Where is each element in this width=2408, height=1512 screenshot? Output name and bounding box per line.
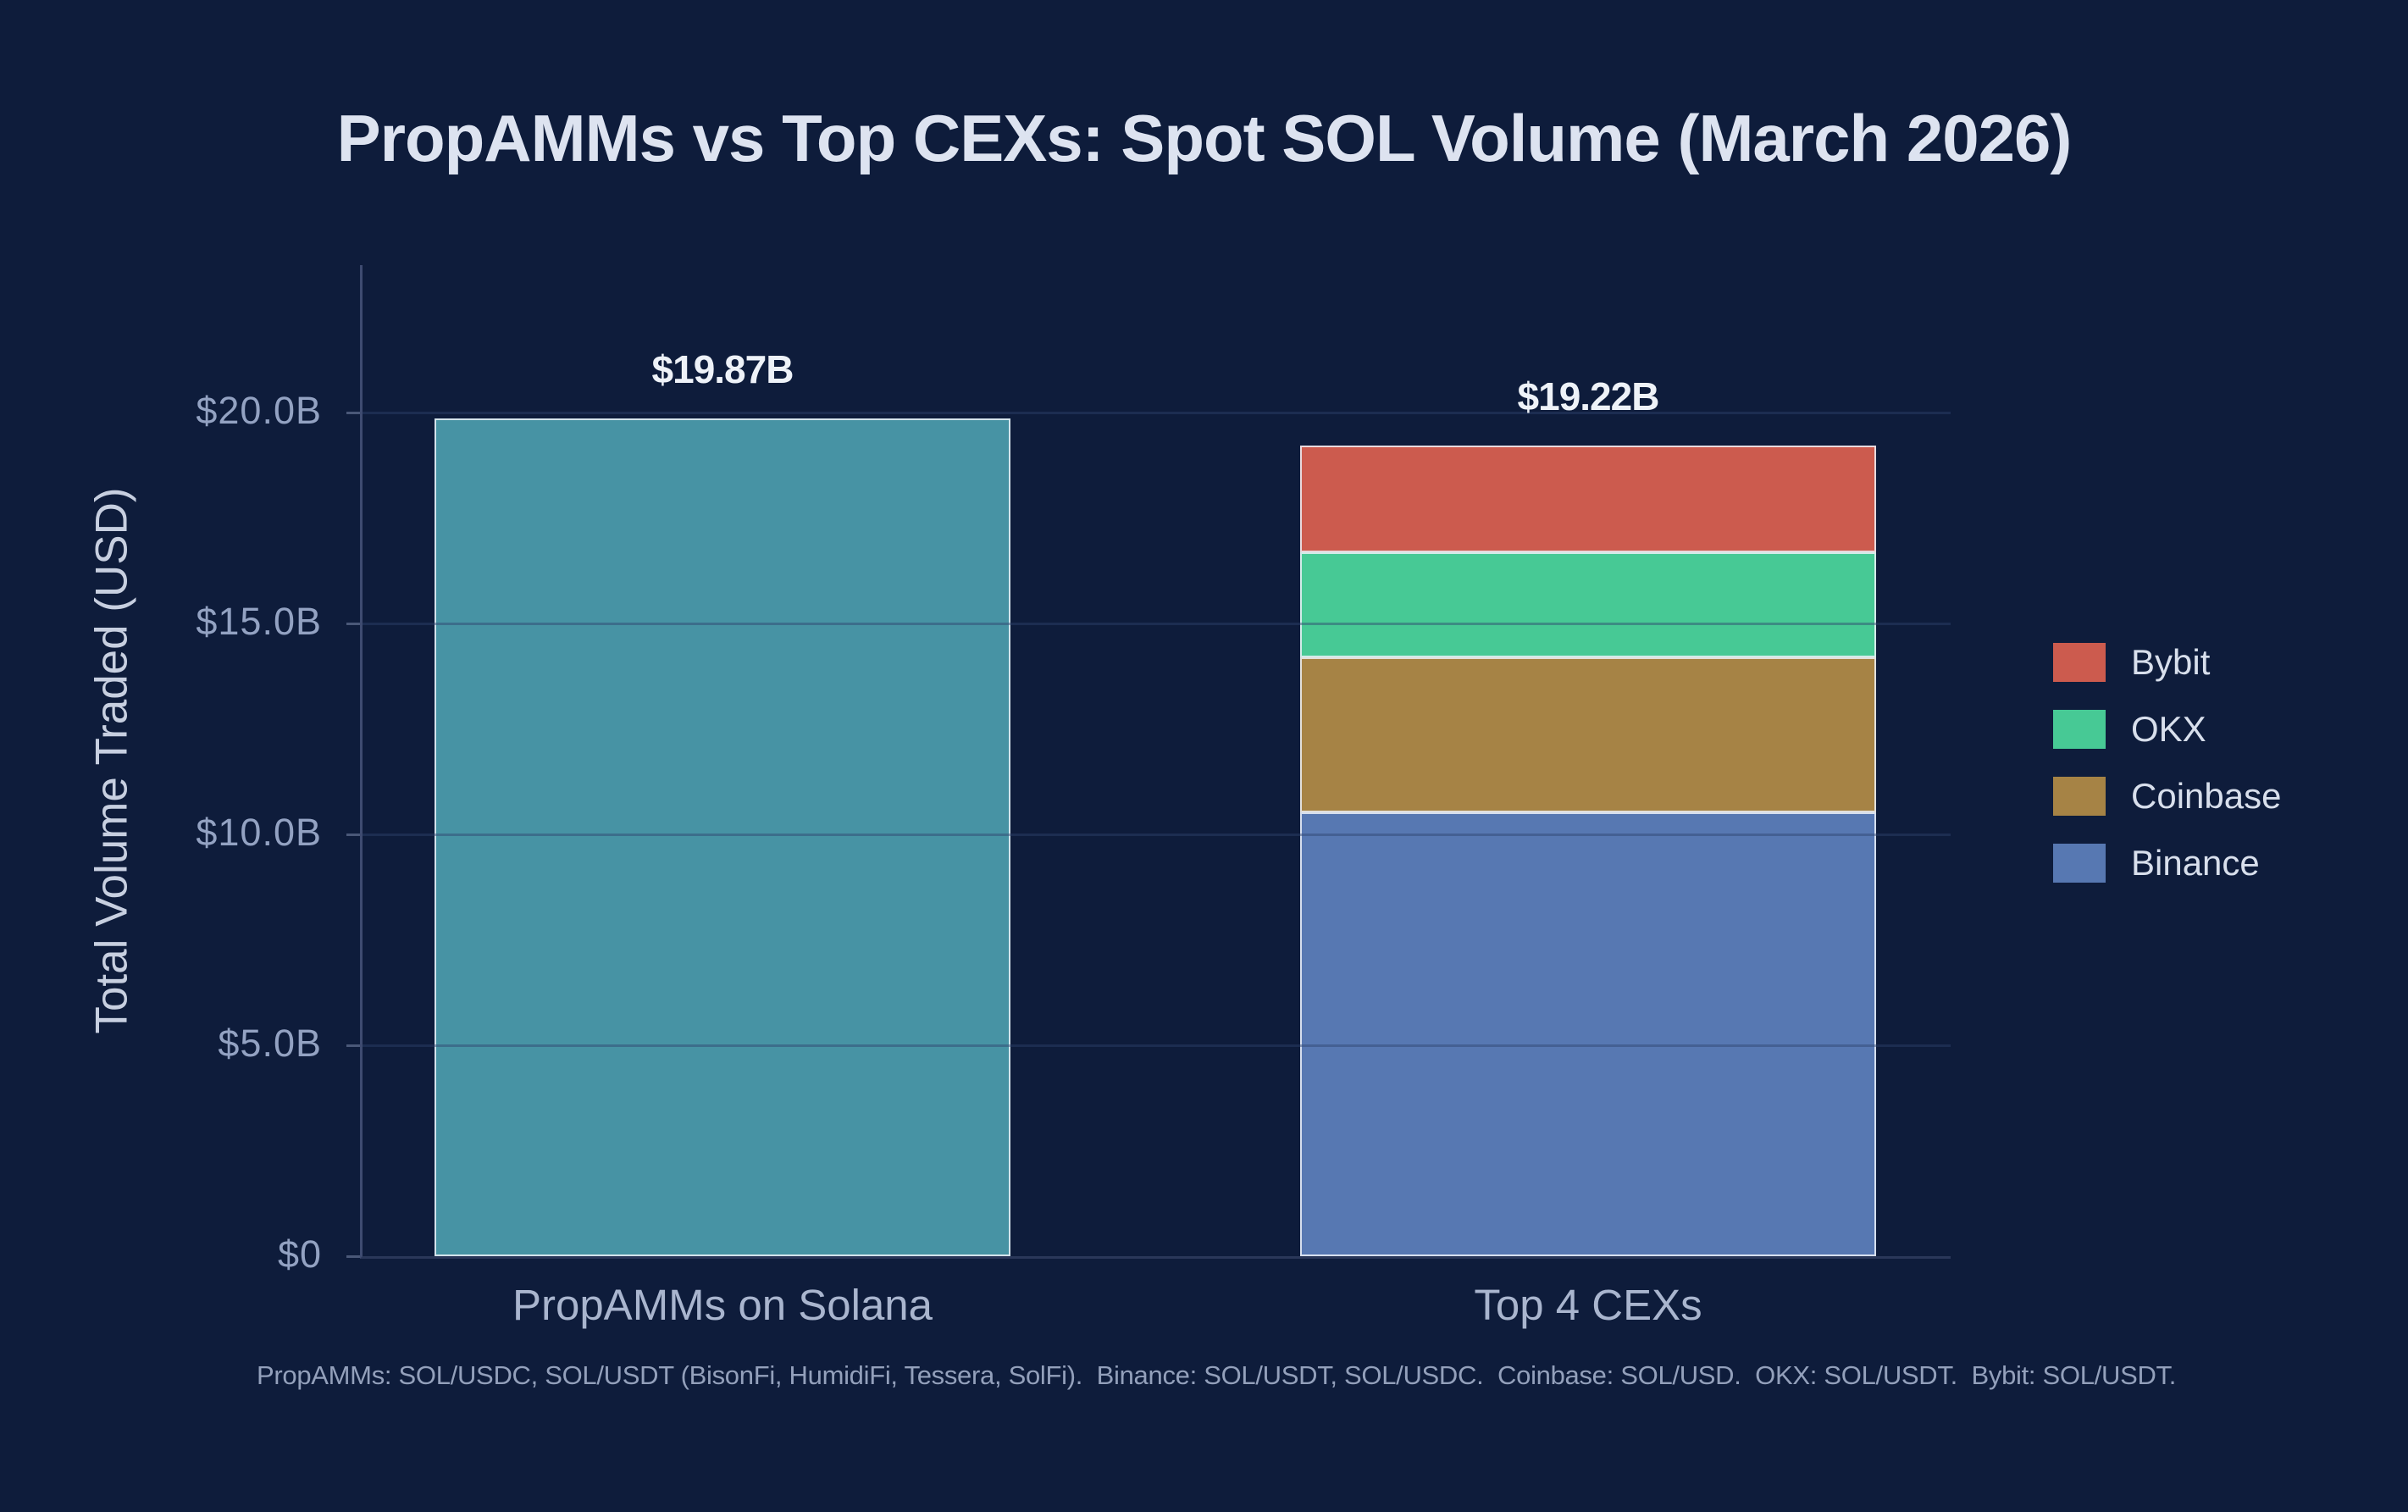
legend-swatch-icon	[2053, 844, 2106, 883]
chart-title: PropAMMs vs Top CEXs: Spot SOL Volume (M…	[336, 101, 2073, 175]
gridline	[363, 1044, 1951, 1047]
legend-swatch-icon	[2053, 643, 2106, 682]
y-tick-mark	[346, 833, 360, 836]
legend-label: Coinbase	[2131, 776, 2282, 816]
y-tick-mark	[346, 411, 360, 414]
x-category-label: Top 4 CEXs	[1474, 1281, 1702, 1329]
gridline	[363, 833, 1951, 836]
gridline	[363, 622, 1951, 625]
legend-label: OKX	[2131, 709, 2206, 749]
bar-segment-binance[interactable]	[1300, 812, 1876, 1256]
bars-layer	[363, 265, 1951, 1256]
y-axis-title: Total Volume Traded (USD)	[86, 487, 137, 1034]
bar-total-label: $19.22B	[1517, 374, 1660, 419]
y-tick-mark	[346, 1254, 360, 1258]
labels-layer: $20.0B $15.0B $10.0B $5.0B $0 $19.87B PropAMMs…	[196, 265, 1951, 1329]
y-tick-label: $0	[277, 1232, 322, 1276]
y-tick-label: $20.0B	[196, 389, 322, 433]
gridline	[363, 411, 1951, 414]
bar-segment-okx[interactable]	[1300, 552, 1876, 657]
y-tick-label: $5.0B	[218, 1022, 322, 1066]
bar-segment-bybit[interactable]	[1300, 446, 1876, 553]
bar-segment-propamms[interactable]	[435, 418, 1010, 1256]
plot-area: $20.0B $15.0B $10.0B $5.0B $0 $19.87B PropAMMs…	[196, 265, 1951, 1329]
y-tick-mark	[346, 622, 360, 625]
bar-segment-coinbase[interactable]	[1300, 656, 1876, 813]
bar-stack-propamms	[435, 265, 1010, 1256]
bar-total-label: $19.87B	[651, 346, 794, 391]
legend-item-coinbase[interactable]: Coinbase	[2053, 776, 2281, 817]
y-tick-mark	[346, 1044, 360, 1047]
legend-swatch-icon	[2053, 710, 2106, 749]
legend-label: Binance	[2131, 843, 2260, 883]
y-tick-label: $15.0B	[196, 600, 322, 644]
y-tick-label: $10.0B	[196, 811, 322, 855]
footnote: PropAMMs: SOL/USDC, SOL/USDT (BisonFi, H…	[257, 1360, 2177, 1390]
legend-swatch-icon	[2053, 777, 2106, 816]
legend-item-bybit[interactable]: Bybit	[2053, 642, 2281, 683]
legend: Bybit OKX Coinbase Binance	[2053, 642, 2281, 883]
legend-item-okx[interactable]: OKX	[2053, 709, 2281, 750]
bar-stack-cexs	[1300, 265, 1876, 1256]
x-category-label: PropAMMs on Solana	[512, 1281, 933, 1329]
grid-layer	[363, 265, 1951, 1256]
legend-item-binance[interactable]: Binance	[2053, 843, 2281, 883]
legend-label: Bybit	[2131, 642, 2211, 682]
